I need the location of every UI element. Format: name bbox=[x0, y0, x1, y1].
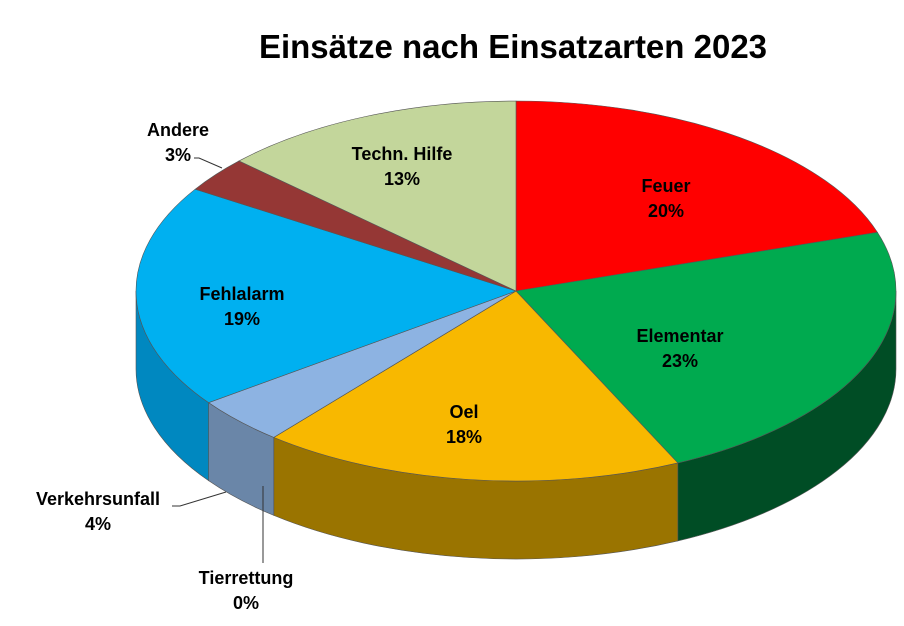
slice-label-andere: Andere bbox=[147, 120, 209, 140]
slice-label-feuer: Feuer bbox=[641, 176, 690, 196]
slice-value-fehlalarm: 19% bbox=[224, 309, 260, 329]
slice-label-elementar: Elementar bbox=[636, 326, 723, 346]
leader-lines bbox=[172, 157, 264, 563]
slice-value-verkehrsunfall: 4% bbox=[85, 514, 111, 534]
slice-value-tierrettung: 0% bbox=[233, 593, 259, 613]
leader-line-andere bbox=[194, 157, 223, 169]
pie-slice-feuer bbox=[515, 100, 878, 292]
pie-slice-fehlalarm bbox=[135, 188, 517, 404]
slice-value-andere: 3% bbox=[165, 145, 191, 165]
slice-label-oel: Oel bbox=[449, 402, 478, 422]
slice-label-verkehrsunfall: Verkehrsunfall bbox=[36, 489, 160, 509]
pie-slice-oel bbox=[273, 290, 679, 482]
slice-label-techn-hilfe: Techn. Hilfe bbox=[352, 144, 453, 164]
slice-labels: Feuer 20% Elementar 23% Oel 18% Tierrettung 0% V… bbox=[36, 120, 724, 613]
pie-top-faces bbox=[135, 100, 897, 482]
slice-value-elementar: 23% bbox=[662, 351, 698, 371]
leader-line-verkehrsunfall bbox=[172, 491, 227, 507]
pie-slice-techn-hilfe bbox=[238, 100, 517, 292]
pie-slice-elementar bbox=[515, 231, 897, 464]
slice-value-oel: 18% bbox=[446, 427, 482, 447]
slice-label-tierrettung: Tierrettung bbox=[199, 568, 294, 588]
slice-label-fehlalarm: Fehlalarm bbox=[199, 284, 284, 304]
chart-title: Einsätze nach Einsatzarten 2023 bbox=[259, 28, 767, 65]
slice-value-feuer: 20% bbox=[648, 201, 684, 221]
slice-value-techn-hilfe: 13% bbox=[384, 169, 420, 189]
